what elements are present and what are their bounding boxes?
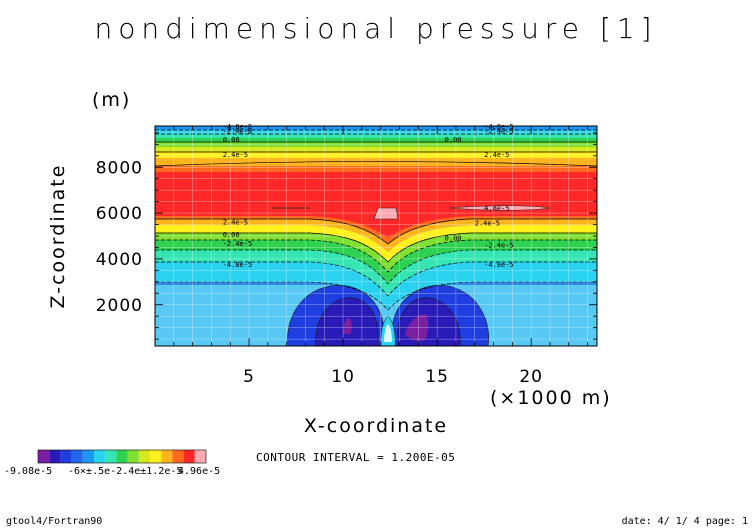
y-axis-label: Z-coordinate <box>47 164 69 309</box>
x-axis-label: X-coordinate <box>304 415 448 437</box>
contour-labels: -4.8e-5-2.4e-50.002.4e-5-4.8e-5-2.4e-50.… <box>223 123 514 269</box>
contour-lines <box>155 129 597 311</box>
band-upper-yellow <box>155 152 597 158</box>
colorbar-overlap-labels: -6×±.5e-2.4e±1.2e-5 <box>68 466 182 477</box>
colorbar-swatch <box>94 450 106 463</box>
band-lime <box>155 233 597 272</box>
y-tick-labels: 2000 4000 6000 8000 <box>96 158 143 316</box>
y-tick-label: 6000 <box>96 204 143 224</box>
contour-label: 2.4e-5 <box>223 151 248 159</box>
contour-line <box>155 161 597 167</box>
contour-label: 0.00 <box>223 231 240 239</box>
footer-right: date: 4/ 1/ 4 page: 1 <box>622 516 748 527</box>
x-tick-label: 10 <box>331 367 355 387</box>
contour-label: -4.8e-5 <box>484 123 514 131</box>
band-upper-orange <box>155 158 597 166</box>
contour-line <box>155 239 597 273</box>
x-tick-label: 5 <box>243 367 255 387</box>
colorbar-swatch <box>183 450 195 463</box>
colorbar-frame <box>37 449 207 464</box>
contour-line <box>155 232 597 263</box>
band-upper-green2 <box>155 138 597 142</box>
y-tick-label: 2000 <box>96 296 143 316</box>
colorbar-swatch <box>161 450 173 463</box>
contour-interval: CONTOUR INTERVAL = 1.200E-05 <box>256 451 455 464</box>
contour-label: -2.4e-5 <box>484 127 514 135</box>
x-axis-unit: (×1000 m) <box>490 387 612 409</box>
colorbar-swatch <box>138 450 150 463</box>
band-yellow <box>155 225 597 262</box>
grid <box>155 126 597 346</box>
contour-label: 0.00 <box>445 136 462 144</box>
band-upper-lime <box>155 147 597 152</box>
colorbar-swatch <box>71 450 83 463</box>
y-tick-label: 8000 <box>96 158 143 178</box>
colorbar-swatch <box>150 450 162 463</box>
contour-label: -2.4e-5 <box>223 127 253 135</box>
center-white-jet <box>384 324 392 342</box>
y-axis-unit: (m) <box>92 89 131 111</box>
colorbar-swatch <box>60 450 72 463</box>
contour-label: 2.4e-5 <box>484 151 509 159</box>
contour-label: 2.4e-5 <box>223 218 248 226</box>
chart-title: nondimensional pressure [1] <box>94 12 657 45</box>
lobe-purple-right <box>405 314 429 341</box>
contour-label: -4.8e-5 <box>484 261 514 269</box>
band-cyan <box>155 262 597 310</box>
contour-line <box>155 249 597 285</box>
x-tick-label: 20 <box>519 367 543 387</box>
contour-line <box>155 218 597 245</box>
patch-pink-center <box>373 207 399 220</box>
contour-line <box>155 261 597 297</box>
band-green <box>155 240 597 284</box>
colorbar-swatch <box>172 450 184 463</box>
contour-label: -2.4e-5 <box>223 240 253 248</box>
x-tick-label: 15 <box>425 367 449 387</box>
x-tick-labels: 5 10 15 20 <box>243 367 543 387</box>
contour-label: 2.4e-5 <box>475 220 500 228</box>
footer-left: gtool4/Fortran90 <box>6 516 102 527</box>
contour-label: 0.00 <box>223 136 240 144</box>
band-orange <box>155 219 597 252</box>
colorbar-swatch <box>127 450 139 463</box>
lobe-purple-left <box>343 318 352 334</box>
band-upper-cyan <box>155 130 597 134</box>
contour-line <box>155 281 597 311</box>
y-tick-label: 4000 <box>96 250 143 270</box>
contour-label: 4.8e-5 <box>484 205 509 213</box>
colorbar-swatch <box>105 450 117 463</box>
contour-label: 0.00 <box>445 234 462 242</box>
colorbar-swatch <box>82 450 94 463</box>
band-red <box>155 172 597 238</box>
colorbar-swatch <box>194 450 206 463</box>
contour-label: -4.8e-5 <box>223 261 253 269</box>
contour-label: -4.8e-5 <box>223 123 253 131</box>
band-upper-blue <box>155 126 597 130</box>
colorbar-min-label: -9.08e-5 <box>4 466 52 477</box>
contour-plot <box>155 126 597 346</box>
colorbar-swatch <box>116 450 128 463</box>
band-upper-teal <box>155 134 597 138</box>
colorbar <box>37 449 207 464</box>
contour-label: -2.4e-5 <box>484 241 514 249</box>
colorbar-max-label: 4.96e-5 <box>178 466 220 477</box>
band-teal <box>155 250 597 296</box>
axis-ticks <box>154 126 597 346</box>
colorbar-swatch <box>49 450 61 463</box>
colorbar-swatch <box>38 450 50 463</box>
